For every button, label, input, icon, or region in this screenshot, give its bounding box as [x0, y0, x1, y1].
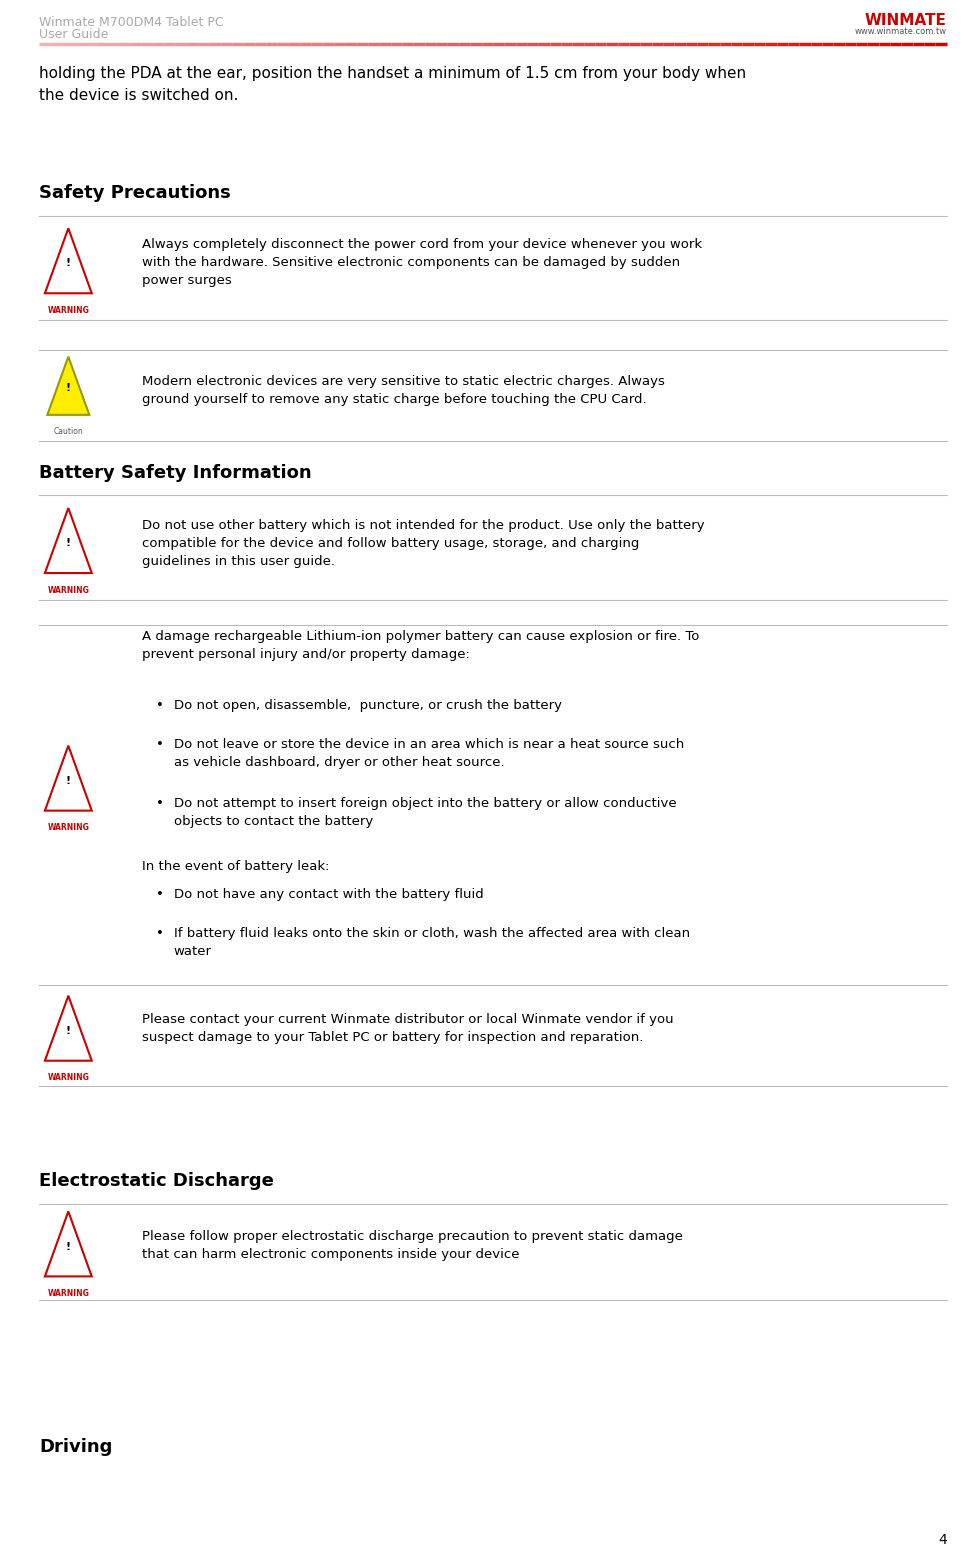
Text: WINMATE: WINMATE: [865, 13, 947, 28]
Text: •: •: [156, 738, 164, 750]
Text: !: !: [65, 1241, 71, 1252]
Text: Please follow proper electrostatic discharge precaution to prevent static damage: Please follow proper electrostatic disch…: [142, 1230, 682, 1261]
Text: •: •: [156, 927, 164, 939]
Text: A damage rechargeable Lithium-ion polymer battery can cause explosion or fire. T: A damage rechargeable Lithium-ion polyme…: [142, 630, 699, 661]
Text: Battery Safety Information: Battery Safety Information: [39, 464, 311, 483]
Text: •: •: [156, 888, 164, 900]
Text: If battery fluid leaks onto the skin or cloth, wash the affected area with clean: If battery fluid leaks onto the skin or …: [174, 927, 690, 958]
Text: WARNING: WARNING: [48, 1289, 89, 1297]
Text: WARNING: WARNING: [48, 586, 89, 594]
Text: Caution: Caution: [54, 427, 83, 436]
Text: 4: 4: [938, 1533, 947, 1547]
Text: www.winmate.com.tw: www.winmate.com.tw: [855, 27, 947, 36]
Text: !: !: [65, 1025, 71, 1036]
Polygon shape: [45, 1211, 92, 1277]
Text: WARNING: WARNING: [48, 1074, 89, 1082]
Polygon shape: [45, 228, 92, 294]
Text: holding the PDA at the ear, position the handset a minimum of 1.5 cm from your b: holding the PDA at the ear, position the…: [39, 66, 747, 103]
Text: Winmate M700DM4 Tablet PC: Winmate M700DM4 Tablet PC: [39, 16, 224, 28]
Text: Do not use other battery which is not intended for the product. Use only the bat: Do not use other battery which is not in…: [142, 519, 704, 567]
Text: User Guide: User Guide: [39, 28, 108, 41]
Text: Modern electronic devices are very sensitive to static electric charges. Always
: Modern electronic devices are very sensi…: [142, 375, 665, 406]
Text: Always completely disconnect the power cord from your device whenever you work
w: Always completely disconnect the power c…: [142, 238, 702, 286]
Text: Do not open, disassemble,  puncture, or crush the battery: Do not open, disassemble, puncture, or c…: [174, 699, 562, 711]
Polygon shape: [45, 996, 92, 1061]
Text: Electrostatic Discharge: Electrostatic Discharge: [39, 1172, 274, 1191]
Text: Driving: Driving: [39, 1438, 112, 1457]
Text: !: !: [65, 775, 71, 786]
Text: !: !: [65, 258, 71, 269]
Text: •: •: [156, 797, 164, 810]
Text: Please contact your current Winmate distributor or local Winmate vendor if you
s: Please contact your current Winmate dist…: [142, 1013, 673, 1044]
Text: Do not leave or store the device in an area which is near a heat source such
as : Do not leave or store the device in an a…: [174, 738, 684, 769]
Text: !: !: [65, 383, 71, 392]
Polygon shape: [48, 356, 90, 414]
Text: WARNING: WARNING: [48, 824, 89, 832]
Text: Do not attempt to insert foreign object into the battery or allow conductive
obj: Do not attempt to insert foreign object …: [174, 797, 676, 828]
Polygon shape: [45, 746, 92, 811]
Text: WARNING: WARNING: [48, 306, 89, 314]
Text: In the event of battery leak:: In the event of battery leak:: [142, 860, 329, 872]
Polygon shape: [45, 508, 92, 574]
Text: •: •: [156, 699, 164, 711]
Text: Do not have any contact with the battery fluid: Do not have any contact with the battery…: [174, 888, 483, 900]
Text: Safety Precautions: Safety Precautions: [39, 184, 230, 203]
Text: !: !: [65, 538, 71, 549]
